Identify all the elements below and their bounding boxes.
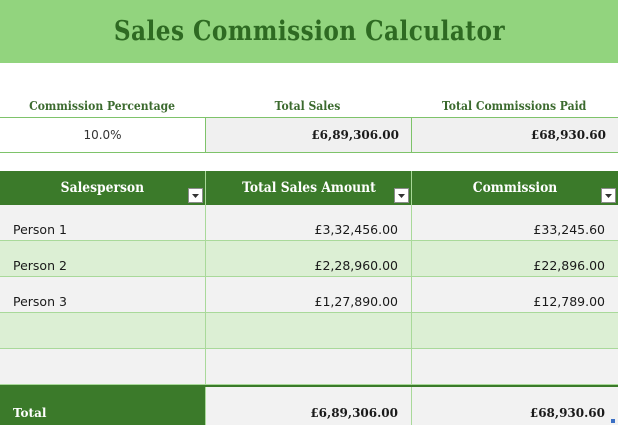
table-header: Salesperson Total Sales Amount Commissio… [0,171,618,205]
chevron-down-icon[interactable] [394,188,409,203]
total-sales-label: Total Sales [275,99,341,113]
salesperson-cell[interactable] [0,349,205,384]
commission-percentage-label: Commission Percentage [29,99,176,113]
total-sales-amount-cell[interactable]: £3,32,456.00 [205,205,411,240]
table-row [0,349,618,385]
table-row: Person 3 £1,27,890.00 £12,789.00 [0,277,618,313]
table-resize-handle[interactable] [611,419,615,423]
table-row [0,313,618,349]
commission-cell[interactable] [411,313,618,348]
total-sales-amount-cell[interactable]: £1,27,890.00 [205,277,411,312]
title-banner: Sales Commission Calculator [0,0,618,63]
commission-cell[interactable]: £12,789.00 [411,277,618,312]
total-sales-amount-total[interactable]: £6,89,306.00 [205,387,411,425]
column-header-commission[interactable]: Commission [411,171,618,205]
column-header-total-sales-amount[interactable]: Total Sales Amount [205,171,411,205]
commission-cell[interactable]: £33,245.60 [411,205,618,240]
page-title: Sales Commission Calculator [113,16,505,47]
table-row: Person 2 £2,28,960.00 £22,896.00 [0,241,618,277]
salesperson-cell[interactable]: Person 2 [13,258,67,273]
total-sales-amount-cell[interactable] [205,349,411,384]
total-row: Total £6,89,306.00 £68,930.60 [0,385,618,425]
summary-row: 10.0% £6,89,306.00 £68,930.60 [0,117,618,153]
commission-table: Salesperson Total Sales Amount Commissio… [0,171,618,385]
table-row: Person 1 £3,32,456.00 £33,245.60 [0,205,618,241]
total-label: Total [0,387,205,425]
total-sales-amount-cell[interactable]: £2,28,960.00 [205,241,411,276]
total-commissions-paid-label: Total Commissions Paid [442,99,587,113]
total-commissions-paid-value[interactable]: £68,930.60 [411,118,618,152]
commission-total[interactable]: £68,930.60 [411,387,618,425]
salesperson-cell[interactable]: Person 1 [13,222,67,237]
salesperson-cell[interactable] [0,313,205,348]
commission-percentage-input[interactable]: 10.0% [0,118,205,152]
commission-cell[interactable]: £22,896.00 [411,241,618,276]
chevron-down-icon[interactable] [601,188,616,203]
column-header-salesperson[interactable]: Salesperson [0,171,205,205]
commission-cell[interactable] [411,349,618,384]
chevron-down-icon[interactable] [188,188,203,203]
total-sales-amount-cell[interactable] [205,313,411,348]
salesperson-cell[interactable]: Person 3 [13,294,67,309]
total-sales-value[interactable]: £6,89,306.00 [205,118,411,152]
